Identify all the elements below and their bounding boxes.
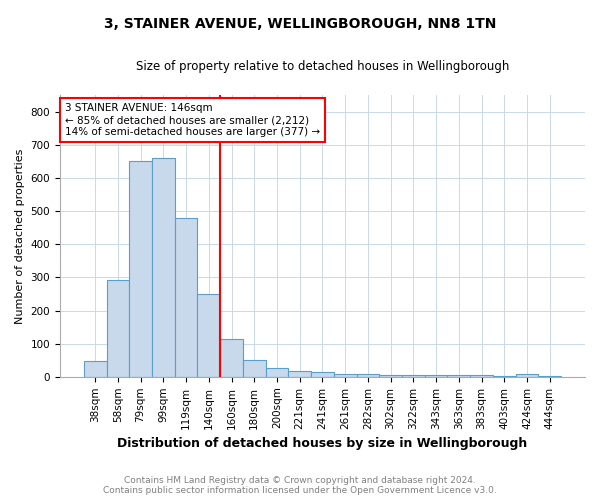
Y-axis label: Number of detached properties: Number of detached properties xyxy=(15,148,25,324)
Bar xyxy=(266,368,289,377)
Bar xyxy=(197,294,220,377)
Bar xyxy=(220,340,243,377)
Bar xyxy=(425,375,448,377)
Title: Size of property relative to detached houses in Wellingborough: Size of property relative to detached ho… xyxy=(136,60,509,73)
Bar xyxy=(175,218,197,377)
Bar xyxy=(515,374,538,377)
Bar xyxy=(243,360,266,377)
Text: 3 STAINER AVENUE: 146sqm
← 85% of detached houses are smaller (2,212)
14% of sem: 3 STAINER AVENUE: 146sqm ← 85% of detach… xyxy=(65,104,320,136)
Text: 3, STAINER AVENUE, WELLINGBOROUGH, NN8 1TN: 3, STAINER AVENUE, WELLINGBOROUGH, NN8 1… xyxy=(104,18,496,32)
X-axis label: Distribution of detached houses by size in Wellingborough: Distribution of detached houses by size … xyxy=(118,437,527,450)
Bar xyxy=(129,162,152,377)
Bar xyxy=(470,376,493,377)
Bar xyxy=(311,372,334,377)
Bar xyxy=(538,376,561,377)
Bar xyxy=(493,376,515,377)
Bar xyxy=(402,375,425,377)
Bar xyxy=(289,371,311,377)
Bar xyxy=(379,375,402,377)
Bar xyxy=(448,375,470,377)
Bar xyxy=(152,158,175,377)
Bar xyxy=(84,361,107,377)
Text: Contains HM Land Registry data © Crown copyright and database right 2024.
Contai: Contains HM Land Registry data © Crown c… xyxy=(103,476,497,495)
Bar xyxy=(356,374,379,377)
Bar xyxy=(334,374,356,377)
Bar xyxy=(107,280,129,377)
